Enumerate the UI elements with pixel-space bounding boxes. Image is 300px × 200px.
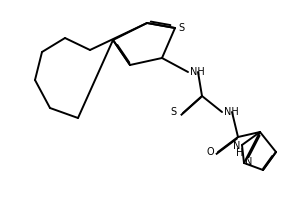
Text: S: S: [170, 107, 176, 117]
Text: S: S: [178, 23, 184, 33]
Text: O: O: [206, 147, 214, 157]
Text: H: H: [236, 148, 244, 158]
Text: N: N: [232, 141, 240, 151]
Text: NH: NH: [190, 67, 205, 77]
Text: N: N: [245, 157, 252, 167]
Text: NH: NH: [224, 107, 239, 117]
